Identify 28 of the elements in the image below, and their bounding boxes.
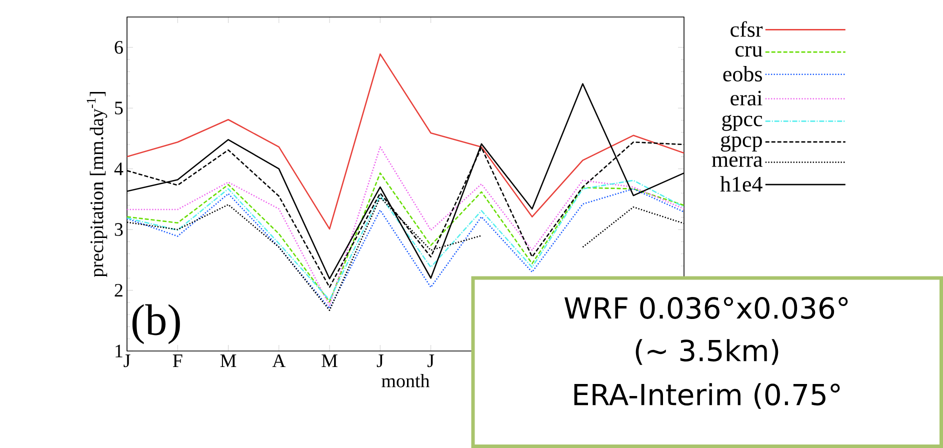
legend-label: eobs [723, 66, 762, 82]
x-axis-title: month [382, 374, 430, 388]
legend-label: gpcp [720, 136, 762, 152]
legend-label: cfsr [730, 21, 763, 37]
x-tick-label: M [220, 354, 236, 367]
annotation: (b) [132, 304, 180, 344]
legend-label: cru [736, 46, 762, 57]
x-tick-label: J [124, 354, 130, 368]
legend-label: h1e4 [720, 176, 762, 192]
x-tick-label: F [172, 354, 182, 367]
legend-label: erai [730, 90, 762, 106]
y-tick-label: 5 [115, 102, 123, 114]
y-tick-label: 2 [114, 284, 122, 297]
line-series [127, 53, 684, 230]
legend-label: merra [712, 156, 762, 167]
annotation: WRF 0.036°x0.036° [564, 297, 848, 319]
y-tick-label: 1 [116, 344, 122, 358]
x-tick-label: M [322, 354, 338, 367]
x-tick-label: J [376, 354, 384, 368]
x-tick-label: J [428, 354, 434, 368]
text: ERA-Interim (0.75° [574, 383, 840, 409]
y-axis-title: precipitation [mm.day$^{-1}$] [86, 92, 108, 278]
annotation: (~ 3.5km) [636, 339, 778, 365]
y-tick-label: 6 [114, 40, 123, 54]
y-tick-label: 3 [114, 223, 123, 236]
legend-label: gpcc [722, 114, 762, 131]
x-tick-label: A [272, 354, 286, 368]
y-tick-label: 4 [114, 162, 124, 176]
